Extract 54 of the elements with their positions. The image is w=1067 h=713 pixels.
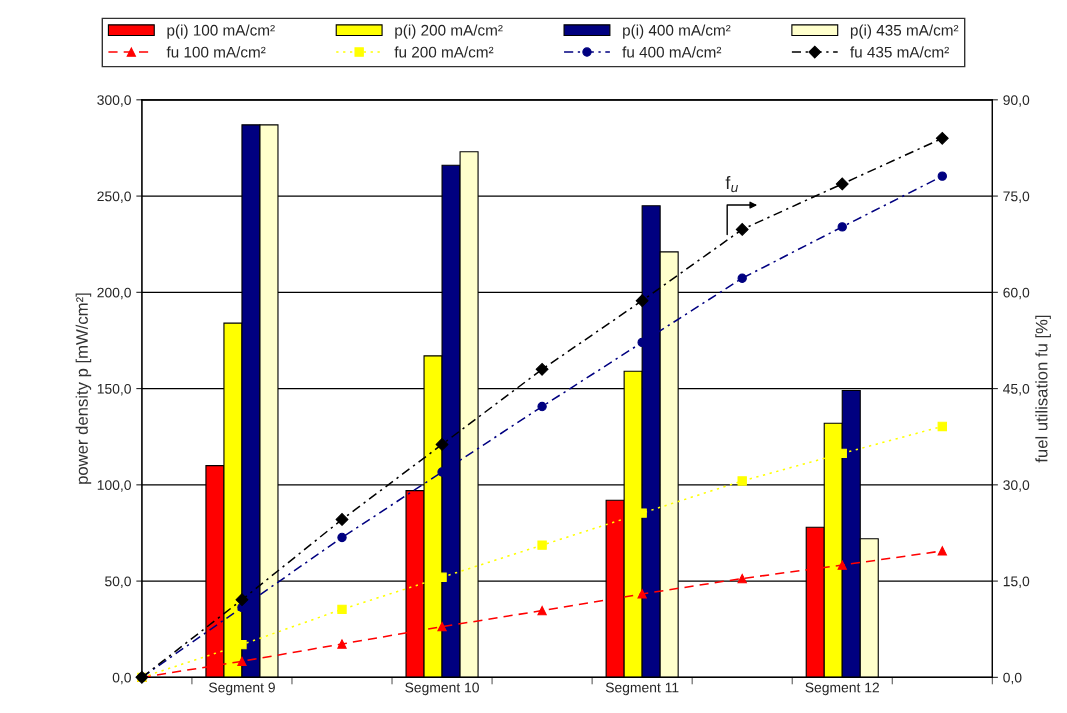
- x-tick-label: Segment 11: [605, 682, 679, 696]
- y-tick-label: 50,0: [105, 576, 131, 588]
- y2-tick-label: 60,0: [1003, 287, 1030, 300]
- point: [535, 362, 549, 376]
- point: [337, 639, 347, 649]
- point: [735, 223, 749, 236]
- point: [537, 401, 547, 412]
- point: [635, 294, 649, 308]
- point: [937, 546, 947, 556]
- y-axis-title: power density p [mW/cm²]: [75, 293, 92, 484]
- point: [737, 476, 747, 486]
- y2-tick-label: 45,0: [1003, 383, 1030, 396]
- point: [437, 621, 447, 632]
- point: [937, 421, 947, 432]
- legend-label: fu 200 mA/cm²: [394, 46, 494, 58]
- point: [335, 513, 349, 526]
- point: [935, 131, 949, 145]
- legend-label: fu 435 mA/cm²: [850, 46, 949, 58]
- y-tick-label: 0,0: [112, 672, 131, 685]
- y-tick-label: 200,0: [97, 287, 131, 300]
- legend-label: fu 100 mA/cm²: [166, 46, 266, 58]
- point: [737, 273, 747, 283]
- y2-tick-label: 75,0: [1003, 191, 1030, 203]
- legend-label: fu 400 mA/cm²: [622, 46, 722, 58]
- y-tick-label: 250,0: [97, 191, 131, 203]
- point: [737, 573, 747, 584]
- point: [537, 605, 547, 616]
- y2-tick-label: 15,0: [1003, 576, 1030, 588]
- y-tick-label: 150,0: [97, 383, 131, 396]
- y2-tick-label: 0,0: [1003, 672, 1022, 685]
- point: [537, 540, 547, 550]
- y2-tick-label: 90,0: [1003, 95, 1030, 107]
- point: [837, 560, 847, 570]
- point: [337, 532, 347, 543]
- point: [637, 589, 647, 599]
- point: [937, 171, 947, 181]
- legend-label: p(i) 200 mA/cm²: [395, 24, 503, 39]
- point: [337, 604, 347, 615]
- x-tick-label: Segment 12: [805, 682, 879, 696]
- point: [837, 222, 847, 232]
- legend-label: p(i) 400 mA/cm²: [623, 24, 731, 39]
- y2-tick-label: 30,0: [1003, 480, 1030, 492]
- legend-label: p(i) 100 mA/cm²: [167, 24, 275, 39]
- legend-label: p(i) 435 mA/cm²: [850, 24, 959, 39]
- point: [835, 177, 849, 191]
- y-tick-label: 100,0: [97, 480, 131, 492]
- y-tick-label: 300,0: [97, 95, 131, 107]
- annotation: f$_{u}$: [725, 175, 738, 193]
- point: [235, 593, 249, 607]
- point: [435, 438, 449, 451]
- y2-axis-title: fuel utilisation fu [%]: [1035, 315, 1051, 463]
- point: [237, 656, 247, 666]
- x-tick-label: Segment 10: [405, 682, 479, 696]
- x-tick-label: Segment 9: [209, 682, 275, 696]
